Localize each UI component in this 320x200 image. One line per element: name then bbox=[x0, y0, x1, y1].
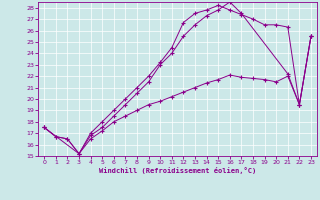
X-axis label: Windchill (Refroidissement éolien,°C): Windchill (Refroidissement éolien,°C) bbox=[99, 167, 256, 174]
